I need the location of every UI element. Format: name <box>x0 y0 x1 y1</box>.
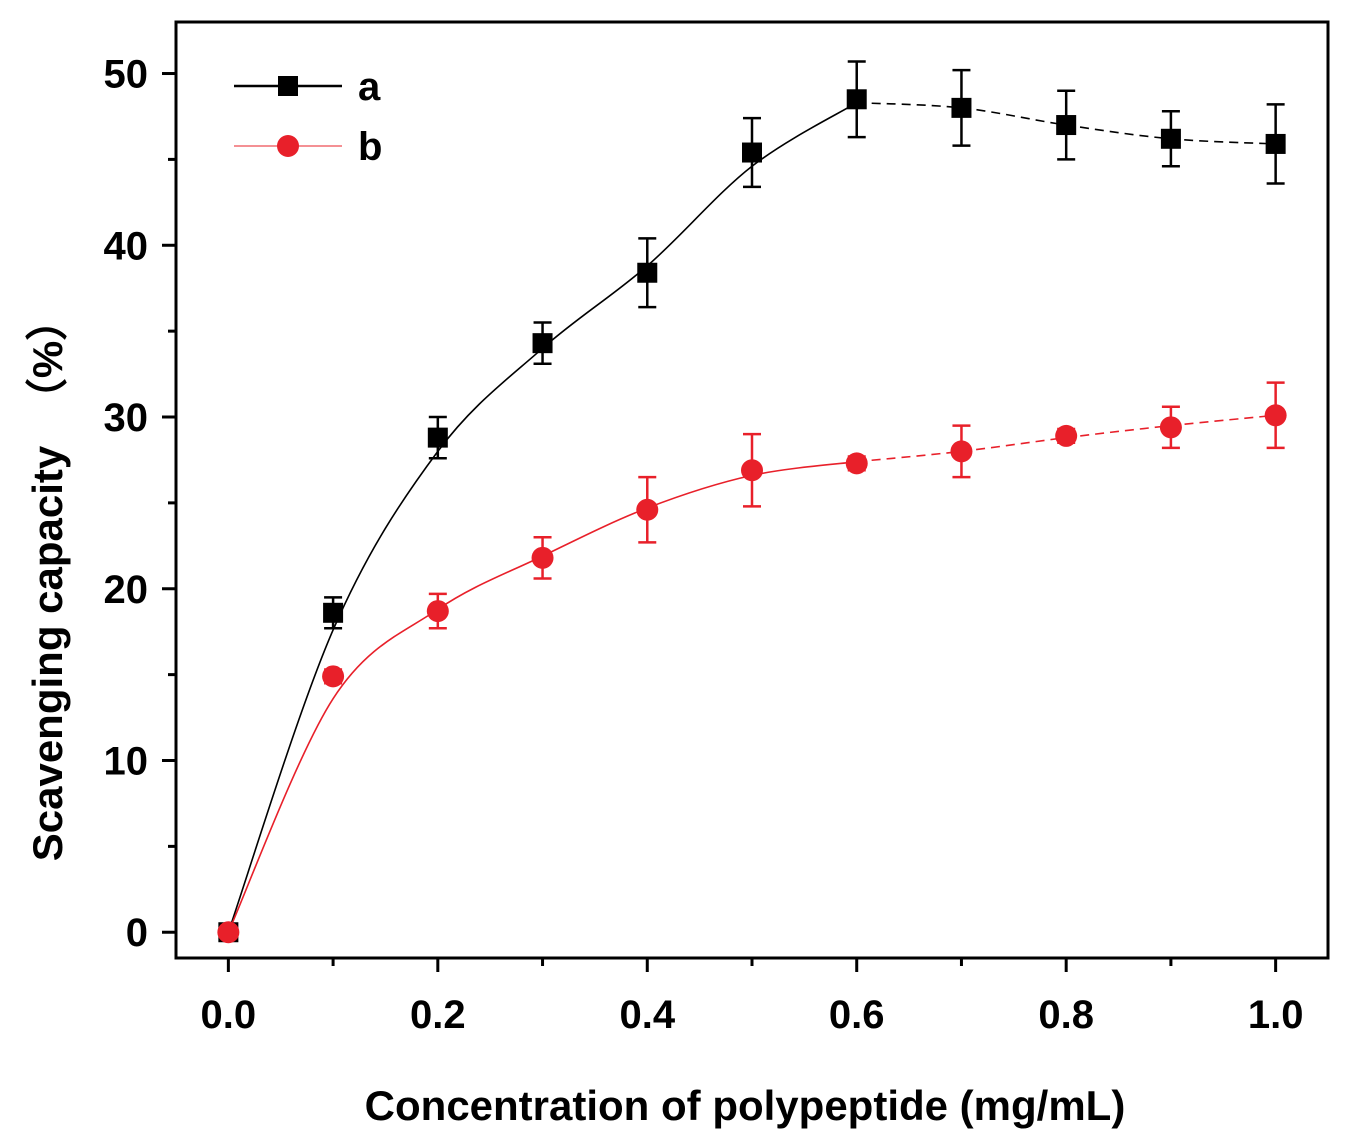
data-point-b <box>845 452 868 475</box>
svg-text:Scavenging capacity （%）: Scavenging capacity （%） <box>24 299 71 862</box>
data-point-a <box>637 262 658 283</box>
legend-label-a: a <box>358 65 381 109</box>
y-axis-title-group: Scavenging capacity （%） <box>24 299 71 862</box>
data-markers <box>217 89 1287 944</box>
data-point-a <box>532 333 553 354</box>
data-point-b <box>322 665 345 688</box>
x-tick-label: 0.0 <box>201 993 257 1037</box>
x-tick-label: 1.0 <box>1248 993 1304 1037</box>
y-tick-label: 40 <box>104 224 149 268</box>
x-tick-label: 0.6 <box>829 993 885 1037</box>
x-axis-title: Concentration of polypeptide (mg/mL) <box>365 1082 1126 1129</box>
y-tick-labels: 0 10 20 30 40 50 <box>104 53 149 956</box>
data-point-b <box>217 921 240 944</box>
data-point-b <box>531 546 554 569</box>
axis-ticks <box>162 72 1278 972</box>
y-tick-label: 10 <box>104 739 149 783</box>
y-tick-label: 20 <box>104 568 149 612</box>
data-point-b <box>1159 416 1182 439</box>
y-tick-label: 50 <box>104 53 149 97</box>
data-point-a <box>951 97 972 118</box>
legend-marker-a <box>278 76 298 96</box>
x-tick-labels: 0.0 0.2 0.4 0.6 0.8 1.0 <box>201 993 1304 1037</box>
data-point-a <box>742 142 762 163</box>
y-tick-label: 30 <box>104 396 149 440</box>
legend-label-b: b <box>358 125 382 169</box>
x-tick-label: 0.2 <box>410 993 466 1037</box>
y-axis-unit: （%） <box>24 299 71 420</box>
data-point-b <box>1055 424 1078 447</box>
data-point-b <box>741 459 763 482</box>
data-point-a <box>1056 115 1077 136</box>
fit-curve-a <box>227 102 858 933</box>
y-axis-title: Scavenging capacity <box>24 445 71 861</box>
data-point-a <box>1160 128 1181 149</box>
x-tick-label: 0.8 <box>1038 993 1094 1037</box>
y-tick-label: 0 <box>126 911 148 955</box>
x-tick-label: 0.4 <box>619 993 675 1037</box>
data-point-a <box>1265 133 1286 154</box>
legend: ab <box>234 65 382 169</box>
data-point-a <box>427 427 448 448</box>
data-point-a <box>846 89 867 110</box>
data-point-b <box>636 498 659 521</box>
data-point-b <box>426 600 449 623</box>
legend-marker-b <box>277 135 299 157</box>
data-point-b <box>950 440 973 463</box>
data-point-a <box>323 602 344 623</box>
data-point-b <box>1264 404 1287 427</box>
